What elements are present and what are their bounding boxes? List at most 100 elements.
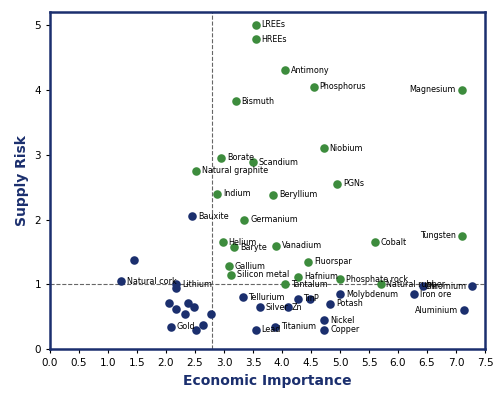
Point (207, 310, 215, 317)
Point (238, 294, 246, 301)
Text: Magnesium: Magnesium (410, 85, 456, 94)
Point (320, 317, 328, 323)
Text: Borate: Borate (227, 153, 254, 162)
Text: Silicon metal: Silicon metal (237, 270, 289, 279)
Text: PGNs: PGNs (343, 179, 364, 189)
Point (304, 258, 312, 265)
Point (320, 145, 328, 151)
Text: Cobalt: Cobalt (380, 238, 406, 247)
Point (219, 239, 227, 245)
Text: Baryte: Baryte (240, 243, 267, 252)
Point (458, 233, 466, 239)
Point (310, 83, 318, 90)
Point (172, 281, 180, 288)
Point (117, 278, 125, 284)
Text: Natural rubber: Natural rubber (386, 280, 446, 289)
Point (227, 272, 235, 278)
Text: Mn: Mn (426, 282, 438, 291)
Point (224, 263, 232, 270)
Point (336, 276, 344, 282)
Text: Tellurium: Tellurium (248, 293, 285, 302)
Text: Molybdenum: Molybdenum (346, 290, 398, 299)
Point (180, 310, 188, 317)
Text: Beryllium: Beryllium (279, 191, 318, 199)
Point (240, 216, 248, 223)
Point (252, 22, 260, 28)
Text: Aluminium: Aluminium (414, 306, 458, 315)
Text: Chromium: Chromium (424, 282, 467, 291)
Text: Germanium: Germanium (250, 215, 298, 224)
Text: Copper: Copper (330, 326, 360, 334)
Point (188, 213, 196, 220)
Text: Gallium: Gallium (234, 262, 266, 271)
Text: Phosphate rock: Phosphate rock (346, 275, 408, 284)
Text: Bauxite: Bauxite (198, 212, 228, 221)
Point (371, 239, 379, 245)
Point (270, 192, 278, 198)
Point (198, 322, 206, 328)
Point (410, 291, 418, 297)
Point (306, 295, 314, 302)
Point (256, 304, 264, 310)
Text: Iron ore: Iron ore (420, 290, 452, 299)
Point (271, 324, 279, 330)
Text: Bismuth: Bismuth (242, 97, 274, 106)
Point (336, 291, 344, 297)
Text: Nickel: Nickel (330, 316, 354, 325)
Point (213, 191, 221, 197)
Point (249, 159, 257, 166)
Text: Phosphorus: Phosphorus (320, 82, 366, 91)
Text: Antimony: Antimony (290, 66, 330, 75)
Point (190, 304, 198, 310)
Text: Gold: Gold (176, 322, 195, 331)
X-axis label: Economic Importance: Economic Importance (183, 374, 352, 388)
Point (252, 36, 260, 42)
Text: Indium: Indium (223, 189, 250, 198)
Text: Tin: Tin (304, 294, 315, 303)
Point (281, 281, 289, 288)
Point (184, 299, 192, 306)
Text: Natural cork: Natural cork (126, 277, 176, 286)
Text: Potash: Potash (336, 299, 362, 308)
Text: Helium: Helium (228, 238, 257, 247)
Text: Lead: Lead (262, 326, 281, 334)
Point (192, 168, 200, 174)
Text: HREEs: HREEs (262, 35, 287, 44)
Point (172, 306, 180, 312)
Point (217, 155, 225, 161)
Point (192, 327, 200, 333)
Point (166, 324, 174, 330)
Text: Silver: Silver (266, 303, 288, 312)
Point (333, 181, 341, 187)
Point (281, 67, 289, 73)
Point (272, 242, 280, 249)
Text: Lithium: Lithium (182, 280, 212, 289)
Text: Tantalum: Tantalum (290, 280, 328, 289)
Text: Natural graphite: Natural graphite (202, 166, 268, 175)
Y-axis label: Supply Risk: Supply Risk (15, 135, 29, 226)
Text: LREEs: LREEs (262, 20, 285, 29)
Point (460, 307, 468, 314)
Point (130, 256, 138, 263)
Point (468, 283, 476, 289)
Text: Titanium: Titanium (281, 322, 316, 331)
Text: Scandium: Scandium (259, 158, 299, 167)
Point (165, 299, 173, 306)
Point (294, 274, 302, 280)
Point (172, 285, 180, 291)
Point (230, 244, 238, 251)
Text: Zn: Zn (292, 303, 302, 312)
Point (294, 295, 302, 302)
Point (458, 87, 466, 93)
Point (252, 327, 260, 333)
Text: Niobium: Niobium (330, 144, 363, 153)
Point (232, 98, 239, 105)
Point (320, 327, 328, 333)
Text: Fluorspar: Fluorspar (314, 257, 352, 266)
Text: Hafnium: Hafnium (304, 272, 338, 281)
Point (419, 283, 427, 289)
Point (376, 281, 384, 288)
Point (326, 301, 334, 307)
Text: Vanadium: Vanadium (282, 241, 322, 250)
Point (284, 304, 292, 310)
